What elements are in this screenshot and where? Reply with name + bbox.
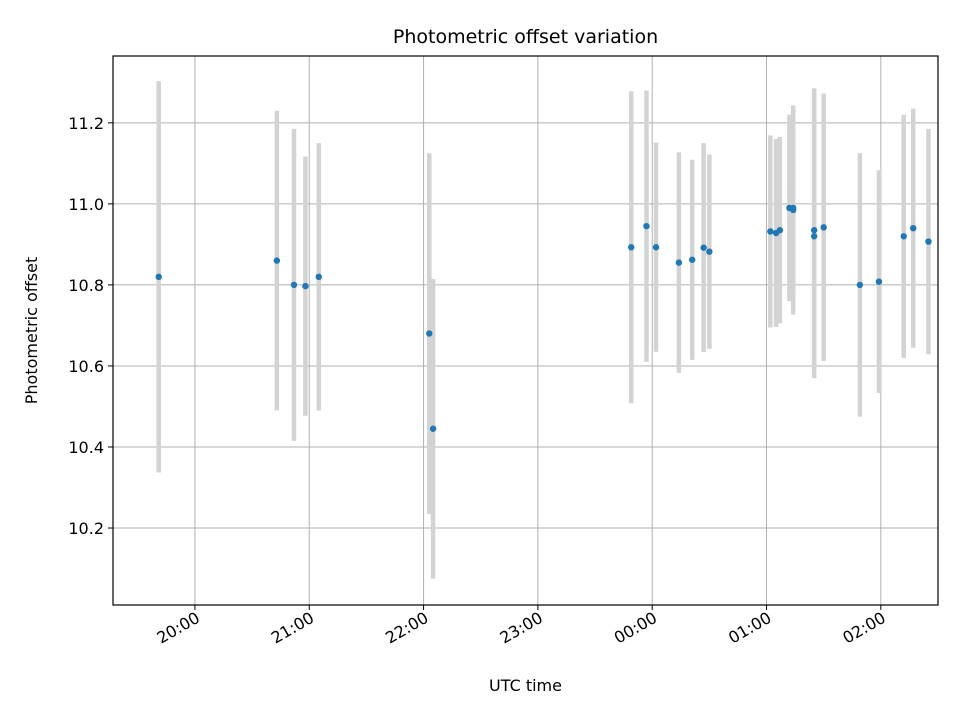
y-tick-label: 10.8 (68, 276, 104, 295)
data-point (689, 256, 696, 263)
x-axis-label: UTC time (489, 676, 562, 695)
plot-frame (112, 55, 939, 606)
data-point (875, 278, 883, 285)
data-point (273, 257, 281, 264)
data-point (820, 224, 827, 231)
y-tick-label: 11.0 (68, 195, 104, 214)
data-point (675, 259, 683, 266)
data-point (315, 273, 322, 281)
data-point (910, 224, 917, 232)
y-tick-label: 11.2 (68, 114, 104, 133)
data-point (810, 233, 818, 240)
data-point (302, 282, 309, 290)
data-point (789, 206, 797, 214)
data-point (700, 244, 707, 251)
y-tick-label: 10.2 (68, 519, 104, 538)
data-point (652, 244, 660, 251)
data-point (426, 330, 433, 337)
data-point (767, 228, 774, 235)
data-point (290, 281, 298, 289)
data-point (810, 227, 818, 234)
data-point (429, 425, 437, 432)
grid (113, 56, 938, 605)
data-point (643, 222, 650, 230)
data-point (628, 244, 635, 251)
data-point (155, 273, 162, 281)
data-point (900, 233, 907, 240)
y-tick-label: 10.6 (68, 357, 104, 376)
data-points (155, 204, 932, 432)
y-tick-label: 10.4 (68, 438, 104, 457)
chart-title: Photometric offset variation (393, 26, 658, 48)
y-axis-label: Photometric offset (22, 257, 41, 405)
data-point (925, 238, 932, 245)
data-point (856, 281, 864, 289)
data-point (776, 227, 784, 234)
data-point (706, 248, 713, 255)
